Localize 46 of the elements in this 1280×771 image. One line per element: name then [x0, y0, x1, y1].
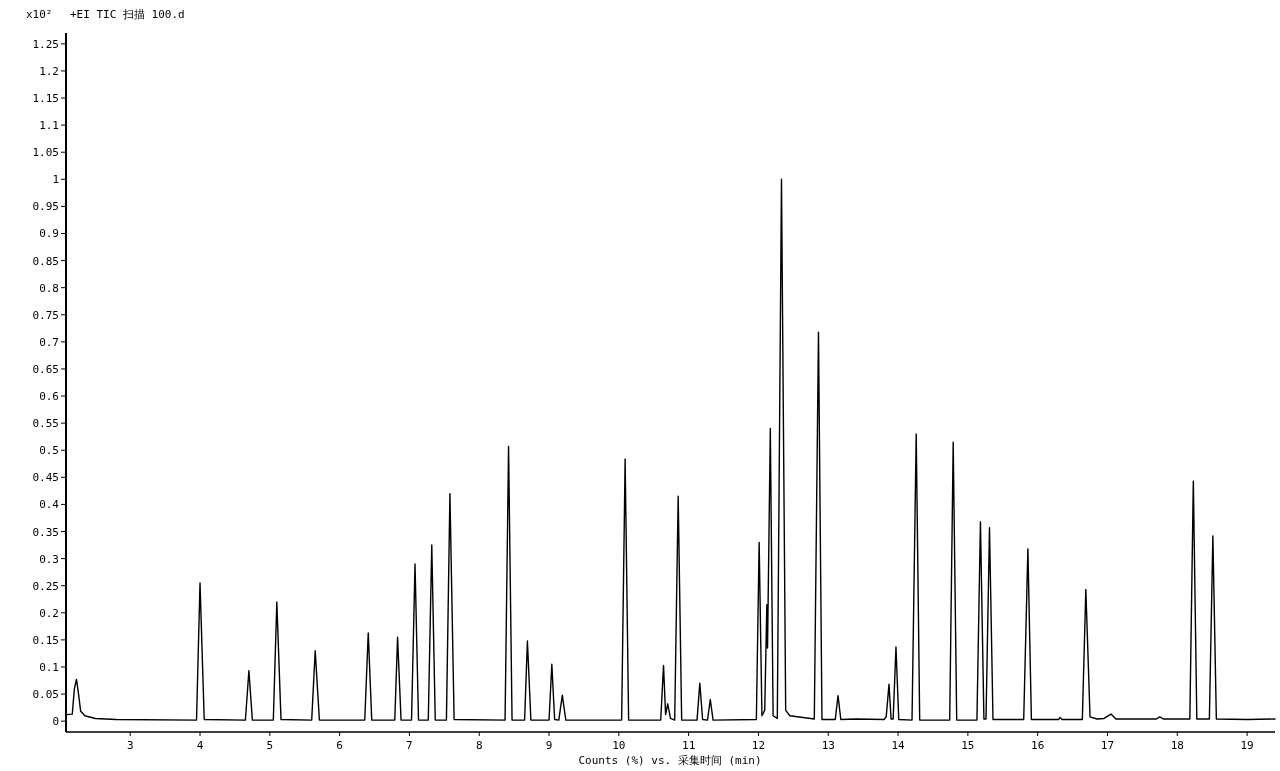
y-tick-label: 0.75 — [32, 308, 59, 322]
x-tick-label: 9 — [545, 739, 553, 752]
x-tick-label: 6 — [336, 739, 343, 752]
x-tick-label: 13 — [821, 739, 835, 752]
y-tick-label: 1 — [52, 173, 59, 187]
y-tick-label: 0.4 — [39, 498, 60, 512]
y-tick-label: 0.95 — [32, 200, 59, 214]
y-tick-label: 1.15 — [32, 92, 59, 106]
x-tick-label: 3 — [126, 739, 134, 752]
x-tick-label: 8 — [475, 739, 483, 752]
x-axis-title: Counts (%) vs. 采集时间 (min) — [578, 754, 762, 767]
y-tick-label: 0.7 — [39, 335, 59, 349]
y-tick-label: 0.05 — [32, 688, 59, 702]
y-tick-label: 0.45 — [32, 471, 59, 485]
y-tick-label: 0.9 — [39, 227, 59, 241]
x-tick-label: 7 — [406, 739, 413, 752]
chart-title: +EI TIC 扫描 100.d — [70, 8, 185, 21]
y-tick-label: 0.35 — [32, 525, 59, 539]
y-tick-label: 0.1 — [39, 660, 59, 674]
x-tick-label: 16 — [1031, 739, 1045, 752]
x-tick-label: 11 — [682, 739, 696, 752]
x-tick-label: 5 — [266, 739, 274, 752]
y-tick-label: 1.25 — [32, 37, 59, 51]
x-tick-label: 18 — [1170, 739, 1184, 752]
x-tick-label: 4 — [196, 739, 204, 752]
y-tick-label: 0.3 — [39, 552, 59, 566]
x-tick-label: 17 — [1100, 739, 1115, 752]
y-tick-label: 0.25 — [32, 579, 59, 593]
y-tick-label: 0.65 — [32, 362, 59, 376]
y-tick-label: 0.5 — [39, 444, 59, 458]
y-tick-label: 1.1 — [39, 119, 59, 133]
x-tick-label: 19 — [1240, 739, 1254, 752]
y-tick-label: 0.6 — [39, 390, 59, 404]
y-tick-label: 0.8 — [39, 281, 59, 295]
y-tick-label: 0.55 — [32, 417, 59, 431]
y-tick-label: 0.85 — [32, 254, 59, 268]
x-tick-label: 15 — [961, 739, 975, 752]
x-tick-label: 14 — [891, 739, 906, 752]
y-tick-label: 0.2 — [39, 606, 59, 620]
y-axis-title: x10² — [26, 8, 53, 21]
y-tick-label: 0.15 — [32, 633, 59, 647]
y-tick-label: 1.05 — [32, 146, 59, 160]
y-tick-label: 0 — [52, 715, 59, 729]
y-tick-label: 1.2 — [39, 64, 59, 78]
x-tick-label: 12 — [751, 739, 766, 752]
x-tick-label: 10 — [612, 739, 626, 752]
